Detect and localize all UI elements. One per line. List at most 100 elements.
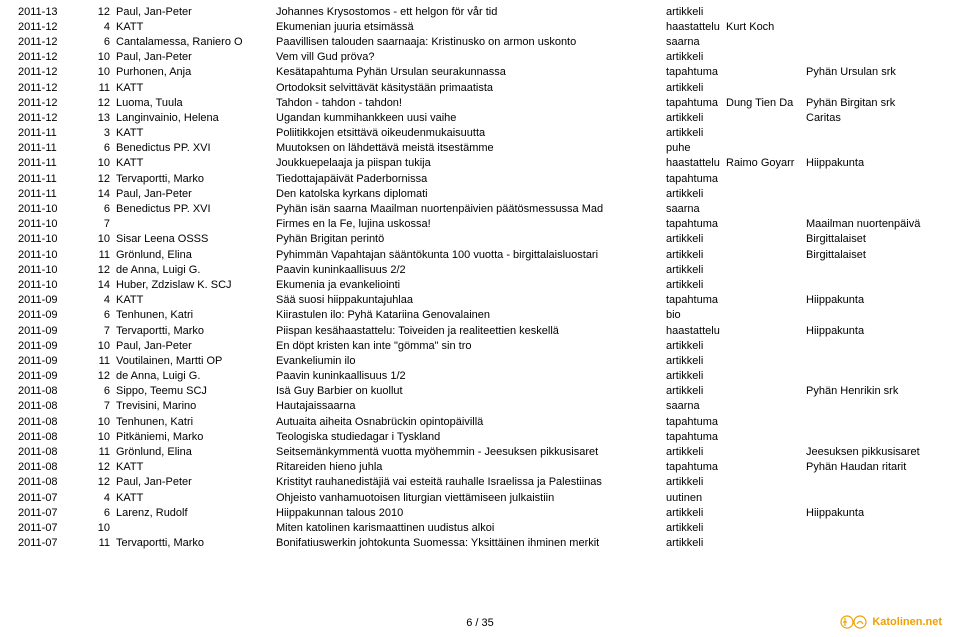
cell-type: tapahtuma [666, 217, 726, 232]
table-row: 2011-1212Luoma, TuulaTahdon - tahdon - t… [18, 95, 946, 110]
table-row: 2011-096Tenhunen, KatriKiirastulen ilo: … [18, 308, 946, 323]
table-row: 2011-1112Tervaportti, MarkoTiedottajapäi… [18, 171, 946, 186]
cell-date: 2011-09 [18, 323, 68, 338]
cell-num: 14 [68, 186, 116, 201]
cell-date: 2011-12 [18, 50, 68, 65]
cell-author: Larenz, Rudolf [116, 505, 276, 520]
cell-title: En döpt kristen kan inte "gömma" sin tro [276, 338, 666, 353]
cell-title: Kristityt rauhanedistäjiä vai esteitä ra… [276, 475, 666, 490]
cell-extra2 [806, 277, 946, 292]
cell-author: de Anna, Luigi G. [116, 262, 276, 277]
cell-author: Sippo, Teemu SCJ [116, 384, 276, 399]
cell-type: artikkeli [666, 536, 726, 551]
cell-num: 12 [68, 4, 116, 19]
cell-type: tapahtuma [666, 65, 726, 80]
table-row: 2011-076Larenz, RudolfHiippakunnan talou… [18, 505, 946, 520]
cell-date: 2011-08 [18, 460, 68, 475]
cell-author: Tervaportti, Marko [116, 536, 276, 551]
cell-author: Pitkäniemi, Marko [116, 429, 276, 444]
table-row: 2011-0812KATTRitareiden hieno juhlatapah… [18, 460, 946, 475]
cell-extra1: Raimo Goyarr [726, 156, 806, 171]
table-row: 2011-0710Miten katolinen karismaattinen … [18, 520, 946, 535]
cell-type: haastattelu [666, 156, 726, 171]
cell-extra1: Dung Tien Da [726, 95, 806, 110]
cell-extra2 [806, 520, 946, 535]
cell-date: 2011-07 [18, 505, 68, 520]
cell-num: 10 [68, 338, 116, 353]
cell-type: saarna [666, 34, 726, 49]
cell-title: Pyhimmän Vapahtajan sääntökunta 100 vuot… [276, 247, 666, 262]
cell-type: artikkeli [666, 247, 726, 262]
cell-title: Paavin kuninkaallisuus 1/2 [276, 369, 666, 384]
cell-num: 12 [68, 171, 116, 186]
cell-extra1 [726, 399, 806, 414]
cell-type: artikkeli [666, 384, 726, 399]
cell-extra2 [806, 308, 946, 323]
cell-type: artikkeli [666, 110, 726, 125]
cell-title: Paavin kuninkaallisuus 2/2 [276, 262, 666, 277]
cell-title: Den katolska kyrkans diplomati [276, 186, 666, 201]
cell-title: Ekumenia ja evankeliointi [276, 277, 666, 292]
data-table: 2011-1312Paul, Jan-PeterJohannes Krysost… [18, 4, 946, 551]
cell-title: Ugandan kummihankkeen uusi vaihe [276, 110, 666, 125]
cell-type: tapahtuma [666, 429, 726, 444]
table-row: 2011-1010Sisar Leena OSSSPyhän Brigitan … [18, 232, 946, 247]
cell-date: 2011-08 [18, 444, 68, 459]
cell-extra1 [726, 232, 806, 247]
cell-author: Voutilainen, Martti OP [116, 353, 276, 368]
table-row: 2011-1011Grönlund, ElinaPyhimmän Vapahta… [18, 247, 946, 262]
table-row: 2011-0912de Anna, Luigi G.Paavin kuninka… [18, 369, 946, 384]
cell-author: de Anna, Luigi G. [116, 369, 276, 384]
cell-extra1 [726, 475, 806, 490]
cell-num: 10 [68, 50, 116, 65]
table-row: 2011-0810Pitkäniemi, MarkoTeologiska stu… [18, 429, 946, 444]
cell-date: 2011-10 [18, 262, 68, 277]
cell-date: 2011-08 [18, 384, 68, 399]
cell-date: 2011-09 [18, 308, 68, 323]
cell-num: 6 [68, 384, 116, 399]
cell-date: 2011-12 [18, 110, 68, 125]
cell-title: Kesätapahtuma Pyhän Ursulan seurakunnass… [276, 65, 666, 80]
cell-date: 2011-11 [18, 126, 68, 141]
cell-extra2 [806, 19, 946, 34]
cell-extra1 [726, 50, 806, 65]
cell-num: 12 [68, 475, 116, 490]
cell-title: Kiirastulen ilo: Pyhä Katariina Genovala… [276, 308, 666, 323]
article-table: 2011-1312Paul, Jan-PeterJohannes Krysost… [18, 4, 942, 551]
table-row: 2011-1012de Anna, Luigi G.Paavin kuninka… [18, 262, 946, 277]
cell-extra1 [726, 186, 806, 201]
cell-type: haastattelu [666, 323, 726, 338]
cell-extra1 [726, 110, 806, 125]
cell-date: 2011-07 [18, 490, 68, 505]
cell-type: artikkeli [666, 80, 726, 95]
cell-num: 7 [68, 399, 116, 414]
cell-extra1 [726, 444, 806, 459]
table-row: 2011-124KATTEkumenian juuria etsimässäha… [18, 19, 946, 34]
cell-author: Benedictus PP. XVI [116, 141, 276, 156]
cell-author: Tervaportti, Marko [116, 323, 276, 338]
cell-date: 2011-12 [18, 65, 68, 80]
cell-extra1 [726, 414, 806, 429]
cell-extra1 [726, 80, 806, 95]
cell-extra1 [726, 490, 806, 505]
cell-date: 2011-09 [18, 338, 68, 353]
cell-title: Ritareiden hieno juhla [276, 460, 666, 475]
cell-title: Ohjeisto vanhamuotoisen liturgian viettä… [276, 490, 666, 505]
cell-extra2 [806, 429, 946, 444]
cell-extra1 [726, 247, 806, 262]
cell-author: KATT [116, 156, 276, 171]
cell-title: Pyhän Brigitan perintö [276, 232, 666, 247]
cell-extra1: Kurt Koch [726, 19, 806, 34]
cell-title: Sää suosi hiippakuntajuhlaa [276, 293, 666, 308]
cell-author: Tenhunen, Katri [116, 414, 276, 429]
cell-num: 3 [68, 126, 116, 141]
cell-author: Grönlund, Elina [116, 247, 276, 262]
cell-extra2: Jeesuksen pikkusisaret [806, 444, 946, 459]
table-row: 2011-0711Tervaportti, MarkoBonifatiuswer… [18, 536, 946, 551]
table-row: 2011-074KATTOhjeisto vanhamuotoisen litu… [18, 490, 946, 505]
cell-title: Muutoksen on lähdettävä meistä itsestämm… [276, 141, 666, 156]
cell-extra1 [726, 34, 806, 49]
cell-type: saarna [666, 399, 726, 414]
cell-extra1 [726, 293, 806, 308]
cell-num: 6 [68, 34, 116, 49]
